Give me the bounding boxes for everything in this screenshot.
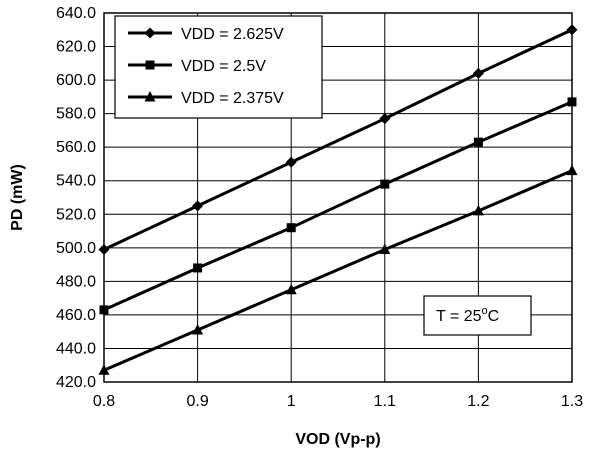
legend-label: VDD = 2.375V — [181, 90, 284, 107]
y-tick-label: 420.0 — [56, 374, 96, 391]
x-tick-label: 1 — [287, 393, 296, 410]
x-tick-label: 0.8 — [93, 393, 115, 410]
tick-labels: 420.0 440.0 460.0 480.0 500.0 520.0 540.0 560.0… — [56, 5, 583, 410]
x-tick-label: 1.1 — [374, 393, 396, 410]
temperature-annotation: T = 25oC — [423, 295, 532, 336]
data-point-square — [473, 137, 483, 147]
y-axis-title: PD (mW) — [9, 164, 26, 231]
y-tick-label: 440.0 — [56, 340, 96, 357]
data-point-diamond — [379, 113, 391, 125]
data-point-diamond — [285, 156, 297, 168]
plot-frame — [103, 12, 573, 383]
x-tick-label: 0.9 — [186, 393, 208, 410]
legend: VDD = 2.625V VDD = 2.5V VDD = 2.375V — [114, 15, 323, 119]
annotation-box — [423, 295, 532, 336]
y-tick-label: 560.0 — [56, 139, 96, 156]
y-tick-label: 640.0 — [56, 5, 96, 22]
y-tick-label: 620.0 — [56, 39, 96, 56]
data-point-triangle — [192, 324, 204, 335]
data-point-triangle — [379, 243, 391, 254]
y-tick-label: 520.0 — [56, 206, 96, 223]
x-tick-label: 1.3 — [561, 393, 583, 410]
data-point-diamond — [472, 67, 484, 79]
annotation-text: T = 25oC — [436, 305, 499, 325]
y-tick-label: 480.0 — [56, 273, 96, 290]
series-line — [103, 169, 573, 372]
legend-item: VDD = 2.375V — [128, 90, 284, 107]
y-tick-label: 600.0 — [56, 72, 96, 89]
series-line — [103, 100, 573, 312]
data-point-diamond — [192, 200, 204, 212]
data-point-triangle — [285, 283, 297, 295]
data-point-triangle — [472, 204, 484, 216]
data-point-square — [286, 223, 296, 233]
y-tick-label: 500.0 — [56, 240, 96, 257]
legend-item: VDD = 2.5V — [128, 58, 266, 75]
annotation-suffix: C — [488, 308, 500, 325]
legend-label: VDD = 2.625V — [181, 26, 284, 43]
y-tick-label: 580.0 — [56, 106, 96, 123]
y-tick-label: 540.0 — [56, 173, 96, 190]
annotation-degree: o — [482, 305, 488, 317]
x-axis-title: VOD (Vp-p) — [295, 431, 380, 448]
annotation-prefix: T = 25 — [436, 308, 482, 325]
series-layer — [98, 24, 578, 375]
legend-item: VDD = 2.625V — [128, 26, 284, 43]
legend-marker-square — [145, 60, 155, 70]
data-point-square — [380, 179, 390, 189]
series-line — [103, 28, 573, 251]
legend-marker-triangle — [144, 91, 156, 102]
y-tick-label: 460.0 — [56, 307, 96, 324]
legend-label: VDD = 2.5V — [181, 58, 266, 75]
legend-marker-diamond — [144, 27, 156, 39]
x-tick-label: 1.2 — [467, 393, 489, 410]
data-point-square — [193, 263, 203, 273]
